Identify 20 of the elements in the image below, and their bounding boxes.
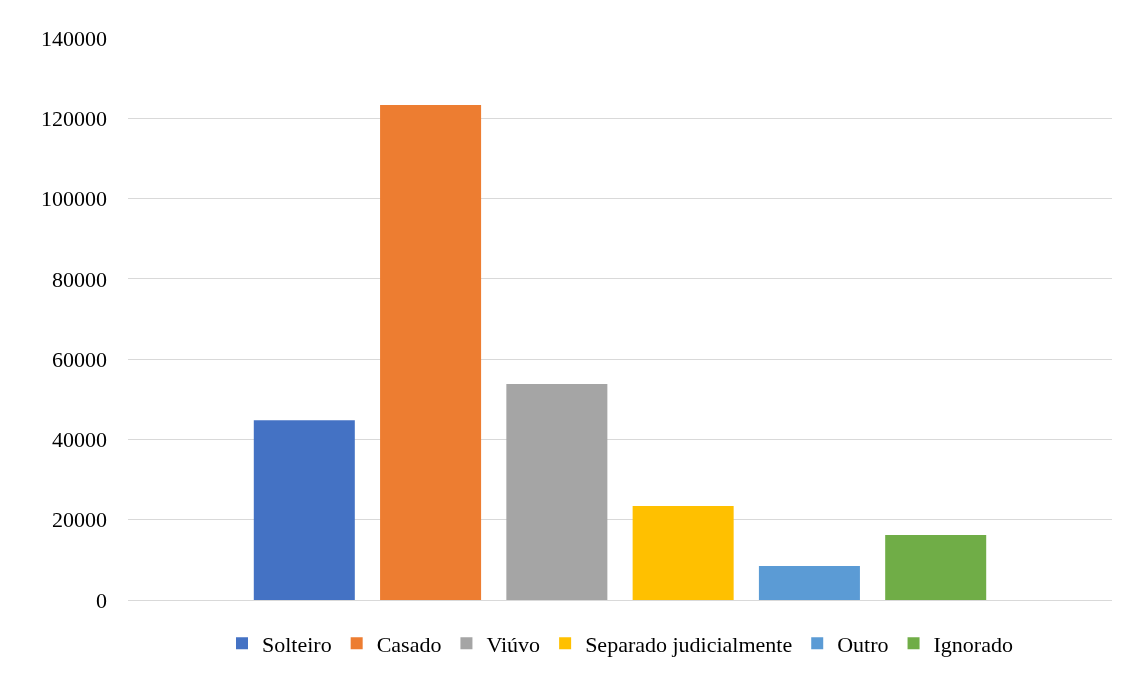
y-tick-label: 40000 [52,427,107,453]
legend-label: Casado [376,631,442,657]
y-tick-label: 120000 [41,105,107,131]
bar [758,565,860,600]
bar [506,384,608,600]
bar [632,506,734,600]
legend-label: Solteiro [262,631,332,657]
bar [380,105,482,600]
bar [885,534,987,600]
y-tick-label: 20000 [52,507,107,533]
legend-label: Ignorado [933,631,1013,657]
y-tick-label: 80000 [52,266,107,292]
legend-label: Viúvo [486,631,541,657]
y-tick-label: 60000 [52,346,107,372]
legend-label: Separado judicialmente [585,631,793,657]
y-tick-label: 0 [96,587,107,613]
y-tick-label: 100000 [41,186,107,212]
legend-label: Outro [837,631,889,657]
bar [253,420,355,600]
y-tick-label: 140000 [41,25,107,51]
